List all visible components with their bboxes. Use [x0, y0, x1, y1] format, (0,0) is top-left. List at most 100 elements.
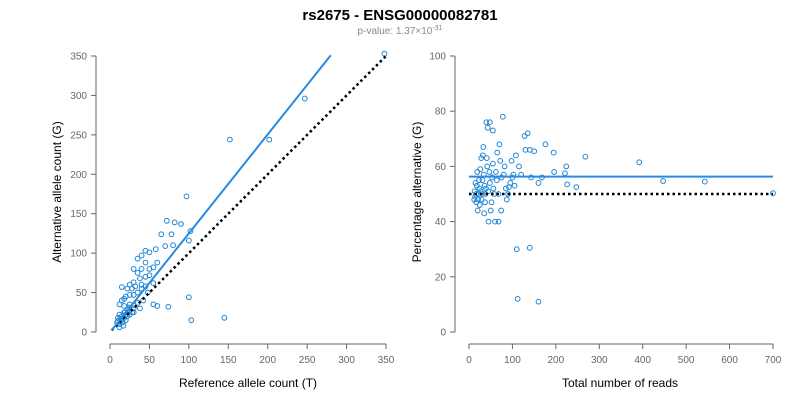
- right-data-point: [563, 163, 570, 170]
- left-data-point: [158, 231, 165, 238]
- left-data-point: [183, 193, 190, 200]
- left-data-point: [178, 221, 184, 227]
- right-data-point: [535, 180, 542, 186]
- right-data-point: [524, 130, 531, 137]
- left-data-point: [138, 252, 145, 259]
- left-data-point: [116, 301, 123, 308]
- right-x-tick-label: 700: [765, 355, 782, 366]
- right-data-point: [483, 185, 489, 192]
- right-y-tick-label: 0: [440, 328, 446, 339]
- left-y-tick-label: 300: [70, 91, 87, 102]
- right-data-point: [573, 184, 580, 191]
- left-data-point: [226, 136, 233, 143]
- left-data-point: [137, 275, 143, 282]
- right-data-point: [472, 180, 479, 186]
- left-data-point: [124, 285, 131, 292]
- left-x-tick-label: 200: [259, 355, 276, 366]
- p-value-mantissa: p-value: 1.37×10: [358, 26, 433, 37]
- right-data-point: [516, 163, 522, 170]
- left-data-point: [116, 311, 123, 318]
- left-data-point: [168, 231, 175, 238]
- right-data-point: [499, 113, 506, 120]
- right-data-point: [501, 163, 508, 170]
- right-data-point: [477, 166, 484, 173]
- left-y-tick-label: 350: [70, 52, 87, 63]
- left-data-point: [142, 273, 149, 280]
- right-data-point: [479, 177, 486, 184]
- right-data-point: [522, 146, 529, 153]
- left-fit-line: [110, 54, 332, 332]
- right-data-point: [484, 124, 491, 131]
- right-data-point: [479, 191, 485, 197]
- left-data-point: [221, 314, 228, 321]
- right-data-point: [474, 169, 481, 175]
- right-data-point: [770, 190, 776, 197]
- p-value-subtitle: p-value: 1.37×10-31: [358, 25, 443, 37]
- right-data-point: [551, 169, 558, 175]
- right-data-point: [636, 159, 643, 166]
- right-y-tick-label: 40: [435, 217, 447, 228]
- right-data-point: [486, 180, 493, 186]
- right-data-point: [505, 191, 511, 197]
- left-x-tick-label: 0: [107, 355, 113, 366]
- right-x-tick-label: 0: [466, 355, 472, 366]
- left-data-point: [187, 228, 194, 234]
- right-data-point: [488, 199, 495, 206]
- left-data-point: [185, 237, 192, 244]
- left-data-point: [150, 280, 157, 287]
- left-data-point: [134, 255, 141, 262]
- right-data-point: [487, 207, 494, 214]
- right-data-point: [473, 182, 480, 189]
- right-data-point: [471, 196, 478, 203]
- left-x-tick-label: 50: [144, 355, 156, 366]
- right-y-tick-label: 60: [435, 162, 447, 173]
- right-x-tick-label: 300: [591, 355, 608, 366]
- right-data-point: [481, 210, 488, 217]
- right-data-point: [513, 152, 519, 159]
- left-data-point: [130, 292, 137, 298]
- right-y-axis-label: Percentage alternative (G): [410, 122, 424, 263]
- left-data-point: [118, 284, 125, 290]
- right-data-point: [474, 207, 481, 214]
- left-y-tick-label: 100: [70, 249, 87, 260]
- right-data-point: [486, 119, 493, 126]
- right-data-point: [480, 144, 487, 150]
- left-data-point: [301, 95, 308, 102]
- right-x-tick-label: 100: [504, 355, 521, 366]
- left-x-tick-label: 100: [181, 355, 198, 366]
- right-data-point: [660, 178, 667, 184]
- left-data-point: [154, 303, 161, 309]
- right-data-point: [486, 169, 493, 175]
- right-y-tick-label: 100: [429, 52, 446, 63]
- right-data-point: [521, 133, 528, 139]
- right-data-point: [550, 149, 557, 156]
- right-data-point: [478, 196, 485, 203]
- right-y-tick-label: 80: [435, 107, 447, 118]
- right-data-point: [526, 244, 533, 251]
- right-data-point: [476, 202, 483, 208]
- right-x-tick-label: 600: [721, 355, 738, 366]
- right-data-point: [582, 153, 589, 160]
- right-data-point: [493, 169, 499, 175]
- right-data-point: [562, 170, 568, 177]
- right-data-point: [495, 218, 502, 225]
- right-data-point: [497, 157, 504, 164]
- left-y-tick-label: 200: [70, 170, 87, 181]
- right-data-point: [481, 182, 488, 189]
- allele-count-scatter-panel: Reference allele count (T) Alternative a…: [50, 50, 395, 390]
- left-data-point: [163, 217, 170, 224]
- percentage-alternative-scatter-panel: Total number of reads Percentage alterna…: [410, 52, 782, 391]
- right-y-tick-label: 20: [435, 272, 447, 283]
- right-data-point: [513, 246, 520, 253]
- right-data-point: [564, 181, 571, 188]
- right-x-tick-label: 400: [634, 355, 651, 366]
- left-y-axis-label: Alternative allele count (G): [50, 121, 64, 262]
- right-data-point: [498, 207, 505, 214]
- left-data-point: [138, 281, 145, 288]
- right-data-point: [535, 298, 542, 305]
- p-value-exponent: -31: [432, 25, 442, 32]
- right-data-point: [484, 163, 491, 170]
- right-data-point: [506, 184, 512, 191]
- left-data-point: [154, 259, 161, 266]
- left-data-point: [116, 324, 123, 331]
